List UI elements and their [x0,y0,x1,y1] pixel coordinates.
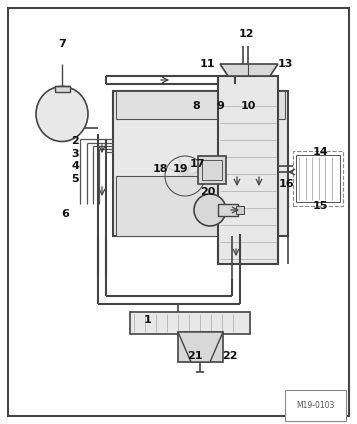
Bar [198,156,226,184]
Polygon shape [168,176,185,182]
Text: 4: 4 [71,161,79,171]
Polygon shape [185,160,193,176]
Text: 19: 19 [172,164,188,174]
Text: 14: 14 [312,147,328,157]
Text: 17: 17 [189,159,205,169]
Ellipse shape [36,86,88,142]
Text: 8: 8 [192,101,200,111]
Text: 6: 6 [61,209,69,219]
Text: 13: 13 [277,59,293,69]
Text: 20: 20 [200,187,216,197]
Text: 10: 10 [240,101,256,111]
Text: 2: 2 [71,136,79,146]
Text: 22: 22 [222,351,238,361]
Bar [236,206,244,214]
Polygon shape [220,64,278,76]
Polygon shape [177,176,185,192]
Bar [202,160,222,180]
Polygon shape [185,170,202,176]
Text: 5: 5 [71,174,79,184]
Polygon shape [179,159,185,176]
Text: 11: 11 [199,59,215,69]
Bar [293,151,343,206]
Polygon shape [185,176,201,184]
Text: 3: 3 [71,149,79,159]
Bar [218,204,238,216]
Text: 15: 15 [312,201,328,211]
Text: 1: 1 [144,315,152,325]
Bar [178,332,223,362]
Polygon shape [185,176,191,193]
Circle shape [194,194,226,226]
Bar [113,91,288,236]
Text: 18: 18 [152,164,168,174]
Bar [116,91,285,119]
Text: M19-0103: M19-0103 [297,401,335,410]
Text: 16: 16 [278,179,294,189]
Bar [116,176,243,236]
Bar [130,312,250,334]
Text: 7: 7 [58,39,66,49]
Bar [55,86,70,92]
Bar [218,76,278,264]
Bar [296,155,340,202]
Text: 21: 21 [187,351,203,361]
Polygon shape [169,168,185,176]
Text: 12: 12 [238,29,254,39]
Text: 9: 9 [216,101,224,111]
Polygon shape [178,332,223,362]
